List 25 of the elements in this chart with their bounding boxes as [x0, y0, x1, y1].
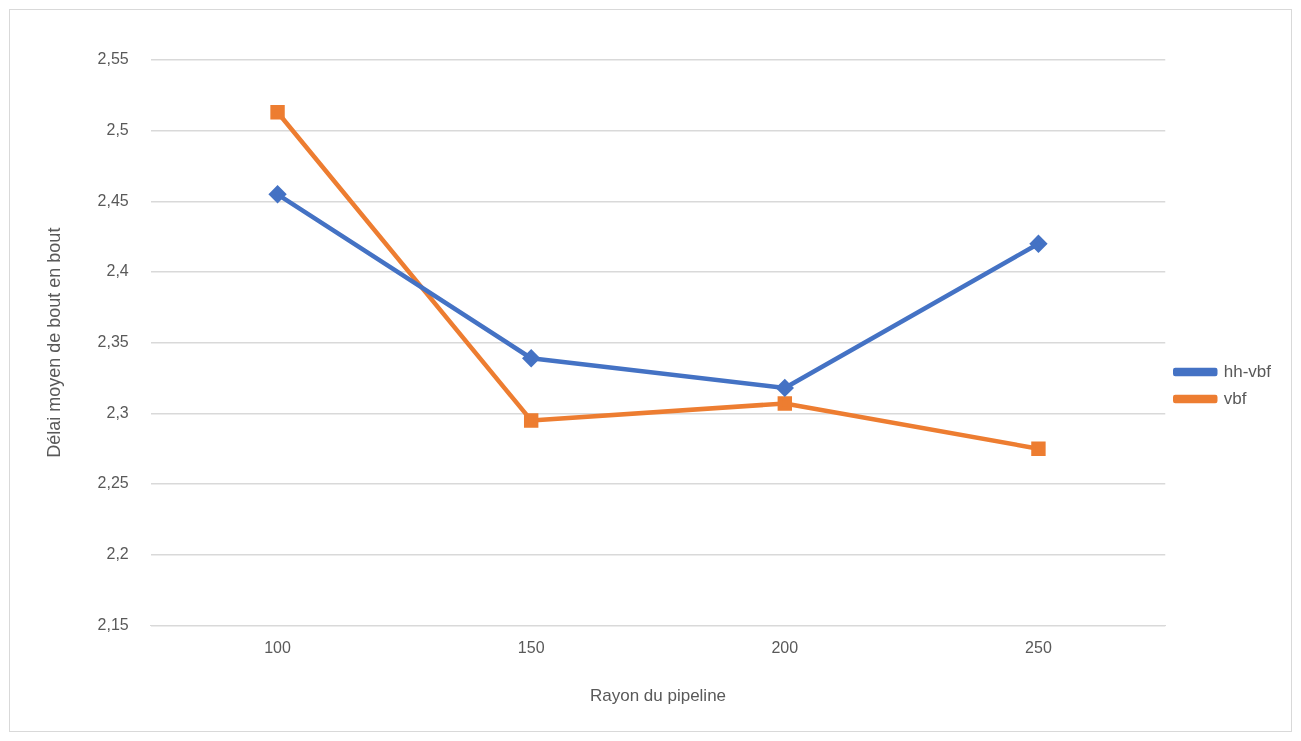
point [270, 105, 285, 120]
point [523, 413, 539, 428]
y-tick-label: 2,25 [97, 474, 129, 492]
x-axis-title: Rayon du pipeline [589, 686, 727, 706]
y-tick-label: 2,3 [106, 403, 129, 421]
point [1030, 235, 1047, 253]
point [776, 379, 794, 397]
x-tick-label: 250 [1025, 639, 1052, 657]
point [269, 186, 286, 203]
y-tick-label: 2,5 [106, 121, 129, 139]
y-tick-label: 2,4 [106, 262, 129, 280]
legend-label: hh-vbf [1223, 361, 1272, 381]
y-axis-title: Délai moyen de bout en bout [43, 227, 64, 458]
y-tick-label: 2,2 [106, 545, 129, 563]
point [1031, 441, 1046, 456]
y-tick-label: 2,15 [97, 615, 129, 633]
legend-label: vbf [1223, 388, 1247, 408]
x-tick-label: 100 [264, 639, 291, 657]
x-tick-label: 150 [517, 639, 545, 657]
point [522, 350, 540, 367]
y-tick-label: 2,55 [97, 50, 129, 68]
y-tick-label: 2,35 [97, 333, 129, 351]
x-tick-label: 200 [771, 639, 799, 657]
y-tick-label: 2,45 [97, 191, 129, 209]
point [777, 396, 793, 411]
